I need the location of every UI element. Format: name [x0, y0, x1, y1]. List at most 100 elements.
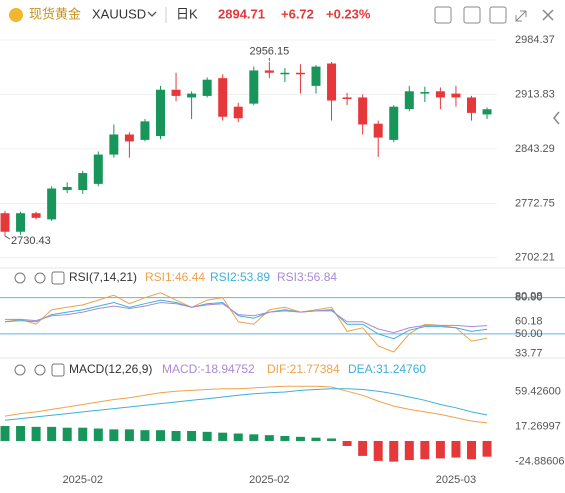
macd-bar	[389, 440, 399, 462]
y-tick-label: 17.26997	[515, 421, 561, 433]
settings-icon[interactable]	[34, 364, 46, 376]
macd-bar	[311, 437, 321, 441]
y-tick-label: 2984.37	[515, 34, 555, 46]
candle-body	[78, 173, 88, 191]
y-tick-label: 2772.75	[515, 197, 555, 209]
legend-entry: DEA:31.24760	[348, 362, 426, 376]
rsi-line	[4, 299, 488, 340]
candle-body	[249, 70, 259, 104]
gold-icon	[9, 8, 23, 22]
candle-body	[202, 79, 212, 96]
settings-tool[interactable]	[489, 6, 507, 24]
candle-body	[47, 188, 57, 220]
period[interactable]: 日K	[176, 6, 198, 21]
candle-body	[420, 92, 430, 94]
annotation: 2956.15	[249, 46, 289, 58]
y-tick-label: -24.88606	[515, 456, 565, 468]
panel-title: MACD(12,26,9)	[69, 362, 152, 376]
macd-bar	[0, 426, 10, 441]
collapse-arrow[interactable]	[553, 111, 560, 125]
legend-entry: DIF:21.77384	[267, 362, 340, 376]
candle-body	[327, 63, 337, 101]
y-tick-label: 2843.29	[515, 143, 555, 155]
candle-body	[31, 213, 41, 218]
macd-bar	[342, 440, 352, 446]
macd-bar	[264, 435, 274, 441]
x-tick-label: 2025-02	[249, 474, 289, 486]
macd-bar	[280, 435, 290, 441]
candle-body	[0, 213, 10, 232]
macd-bar	[404, 440, 414, 461]
legend-entry: RSI2:53.89	[210, 270, 270, 284]
macd-bar	[373, 440, 383, 461]
macd-bar	[295, 436, 305, 441]
y-tick-label: 50.00	[515, 328, 543, 340]
x-tick-label: 2025-02	[63, 474, 103, 486]
y-tick-label: 59.42600	[515, 386, 561, 398]
panel-title: RSI(7,14,21)	[69, 270, 137, 284]
candle-body	[389, 106, 399, 140]
candle-body	[187, 93, 197, 98]
macd-bar	[47, 426, 57, 441]
candle-body	[93, 154, 103, 184]
candle-body	[482, 109, 492, 115]
macd-bar	[124, 429, 134, 441]
macd-bar	[435, 440, 445, 459]
legend-entry: RSI3:56.84	[277, 270, 337, 284]
rsi-controls	[14, 271, 65, 285]
candle-body	[109, 134, 119, 155]
macd-bar	[327, 438, 337, 441]
candle-body	[311, 66, 321, 86]
candle-body	[435, 91, 445, 98]
candle-body	[295, 72, 305, 75]
legend-entry: MACD:-18.94752	[162, 362, 255, 376]
macd-bar	[467, 440, 476, 460]
eye-icon[interactable]	[14, 364, 26, 376]
rsi-line	[5, 301, 488, 334]
candle-body	[124, 134, 134, 142]
candle-body	[62, 186, 72, 191]
macd-bar	[16, 426, 26, 441]
dropdown-icon[interactable]	[147, 11, 157, 17]
close-icon[interactable]	[542, 9, 554, 21]
x-tick-label: 2025-03	[436, 474, 476, 486]
rsi-line	[4, 292, 488, 353]
macd-bar	[187, 431, 197, 441]
annotation-leader	[4, 235, 11, 240]
candle-body	[280, 72, 290, 75]
instrument-name[interactable]: 现货黄金	[29, 6, 81, 21]
candle-body	[467, 97, 476, 113]
macd-bar	[171, 431, 181, 441]
macd-bar	[358, 440, 368, 456]
candle-body	[140, 121, 150, 140]
macd-bar	[233, 433, 243, 441]
annotation: 2730.43	[11, 235, 51, 247]
candle-body	[373, 123, 383, 138]
macd-bar	[420, 440, 430, 460]
indicator-icon[interactable]	[51, 363, 65, 377]
eye-icon[interactable]	[14, 272, 26, 284]
macd-bar	[202, 431, 212, 441]
macd-bar	[140, 430, 150, 441]
symbol[interactable]: XAUUSD	[92, 6, 146, 21]
macd-bar	[93, 428, 103, 441]
fullscreen-icon[interactable]	[515, 10, 527, 22]
macd-bar	[482, 440, 492, 457]
toolbar	[434, 6, 554, 24]
settings-icon[interactable]	[34, 272, 46, 284]
macd-controls	[14, 363, 65, 377]
draw-tool[interactable]	[434, 6, 452, 24]
candle-body	[156, 89, 165, 137]
candle-body	[171, 89, 181, 96]
macd-bar	[156, 430, 165, 441]
indicator-icon[interactable]	[51, 271, 65, 285]
candle-body	[451, 93, 461, 98]
macd-bar	[31, 426, 41, 441]
macd-bar	[62, 427, 72, 441]
macd-bar	[249, 434, 259, 441]
candle-body	[233, 106, 243, 119]
price: 2894.71	[218, 6, 265, 21]
candle-body	[218, 78, 228, 117]
indicator-tool[interactable]	[463, 6, 481, 24]
